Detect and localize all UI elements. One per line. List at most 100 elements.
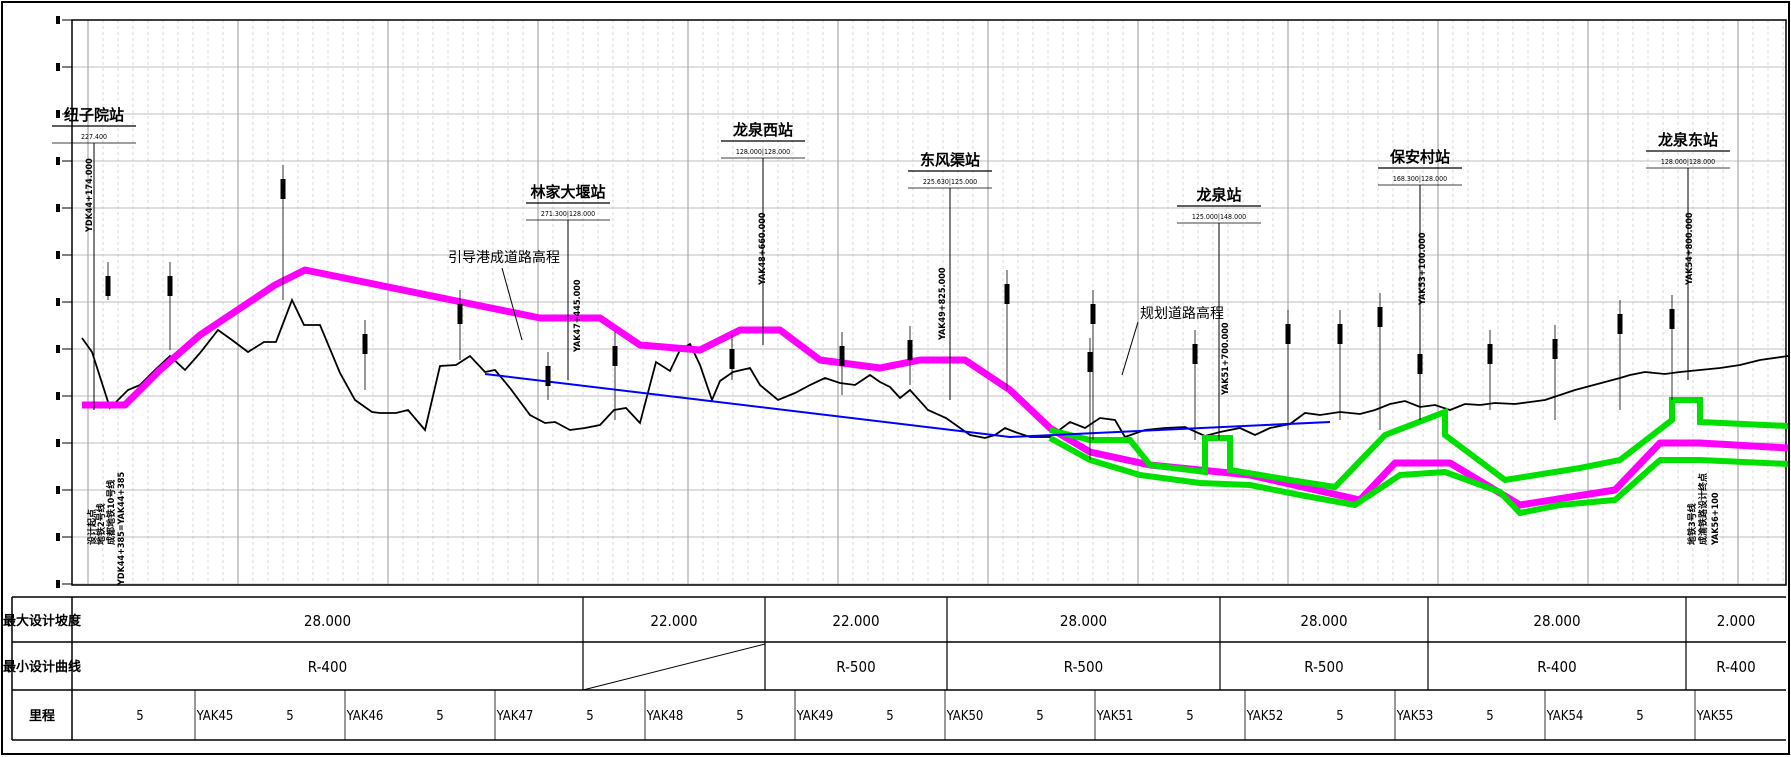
y-tick-label (56, 486, 60, 494)
station-label: 龙泉西站 128.000|128.000 (721, 121, 805, 345)
marker-tag (1004, 284, 1010, 304)
curve-value: R-500 (836, 658, 875, 676)
y-tick-label (56, 439, 60, 447)
km-major: YAK55 (1696, 709, 1734, 724)
mileage-label: YAK47+445.000 (573, 279, 583, 353)
gradient-value: 2.000 (1717, 612, 1756, 630)
station-sub: 128.000|128.000 (1661, 158, 1715, 166)
gradient-value: 28.000 (1300, 612, 1347, 630)
km-major: YAK45 (196, 709, 234, 724)
marker-tag (1087, 352, 1093, 372)
km-minor: 5 (1036, 709, 1043, 724)
y-tick-label (56, 580, 60, 588)
marker-tag (545, 366, 551, 386)
marker-tag (280, 179, 286, 199)
end-note: 地铁3号线 (1686, 503, 1698, 545)
row-label-curve: 最小设计曲线 (3, 659, 81, 675)
marker-tag (167, 276, 173, 296)
gradient-value: 28.000 (304, 612, 351, 630)
station-labels: 纽子院站 227.400 林家大堰站 271.300|128.000 龙泉西站 128.0… (52, 106, 1730, 440)
mileage-label: YAK49+825.000 (938, 267, 948, 341)
station-sub: 128.000|128.000 (736, 148, 790, 156)
km-minor: 5 (886, 709, 893, 724)
curve-value: R-400 (308, 658, 347, 676)
y-tick-label (56, 345, 60, 353)
mileage-label: YDK44+174.000 (85, 158, 95, 233)
green-upper-line (1049, 397, 1789, 491)
blue-reference-line (484, 373, 1331, 439)
station-label: 龙泉站 125.000|148.000 (1177, 186, 1261, 440)
marker-tag (839, 346, 845, 366)
marker-tag (1285, 324, 1291, 344)
marker-tag (362, 334, 368, 354)
start-note: YDK44+385=YAK44+385 (117, 472, 127, 586)
km-minor: 5 (136, 709, 143, 724)
y-tick-label (56, 251, 60, 259)
km-major: YAK52 (1246, 709, 1284, 724)
km-major: YAK54 (1546, 709, 1584, 724)
ground-profile-line (81, 297, 1789, 439)
km-minor: 5 (436, 709, 443, 724)
marker-tag (612, 346, 618, 366)
marker-tag (1377, 307, 1383, 327)
station-sub: 227.400 (81, 133, 107, 141)
station-sub: 168.300|128.000 (1393, 175, 1447, 183)
km-major: YAK53 (1396, 709, 1434, 724)
km-minor: 5 (736, 709, 743, 724)
station-label: 林家大堰站 271.300|128.000 (526, 183, 610, 380)
curve-value: R-500 (1304, 658, 1343, 676)
data-table: 最大设计坡度 最小设计曲线 里程 28.000 22.000 22.000 28.00… (3, 596, 1786, 741)
km-major: YAK46 (346, 709, 384, 724)
station-sub: 225.630|125.000 (923, 178, 977, 186)
marker-tag (907, 340, 913, 360)
y-tick-label (56, 16, 60, 24)
station-name: 林家大堰站 (530, 183, 605, 201)
gradient-value: 22.000 (832, 612, 879, 630)
km-major: YAK47 (496, 709, 534, 724)
station-name: 保安村站 (1389, 148, 1450, 166)
km-major: YAK50 (946, 709, 984, 724)
marker-tag (1192, 344, 1198, 364)
marker-tag (1617, 314, 1623, 334)
y-tick-label (56, 298, 60, 306)
start-note: 地铁2号线 (95, 503, 107, 545)
station-label: 东风渠站 225.630|125.000 (908, 151, 992, 400)
marker-tag (1552, 339, 1558, 359)
km-minor: 5 (1336, 709, 1343, 724)
green-lower-line (1048, 435, 1789, 516)
y-tick-label (56, 63, 60, 71)
station-label: 保安村站 168.300|128.000 (1378, 148, 1462, 420)
curve-diagonal (582, 643, 766, 691)
km-minor: 5 (286, 709, 293, 724)
curve-value: R-400 (1716, 658, 1755, 676)
station-label: 纽子院站 227.400 (52, 106, 136, 410)
marker-tag (729, 349, 735, 369)
mileage-label: YAK51+700.000 (1221, 322, 1231, 396)
km-minor: 5 (1186, 709, 1193, 724)
km-minor: 5 (1486, 709, 1493, 724)
km-major: YAK48 (646, 709, 684, 724)
station-name: 龙泉站 (1195, 186, 1241, 204)
mileage-label: YAK48+660.000 (758, 212, 768, 286)
end-note: 成渝铁路设计终点 (1697, 473, 1709, 545)
curve-value: R-500 (1064, 658, 1103, 676)
road-level-label: 引导港成道路高程 (448, 249, 560, 266)
station-sub: 125.000|148.000 (1192, 213, 1246, 221)
km-major: YAK49 (796, 709, 834, 724)
km-minor: 5 (1636, 709, 1643, 724)
start-note: 设计起点 (86, 509, 98, 545)
design-grade-line (82, 266, 1789, 509)
marker-tag (1090, 304, 1096, 324)
planned-road-label: 规划道路高程 (1140, 305, 1224, 322)
end-note: YAK56+100 (1711, 492, 1721, 546)
y-tick-label (56, 157, 60, 165)
y-tick-label (56, 204, 60, 212)
mileage-labels: YDK44+174.000 YAK47+445.000 YAK48+660.000 Y… (85, 158, 1721, 586)
y-tick-label (56, 110, 60, 118)
annotation-planned: 规划道路高程 (1121, 305, 1224, 376)
station-name: 龙泉西站 (732, 121, 793, 139)
table-cells: 28.000 22.000 22.000 28.000 28.000 28.000 2.00… (136, 597, 1756, 740)
mileage-label: YAK53+100.000 (1418, 232, 1428, 306)
